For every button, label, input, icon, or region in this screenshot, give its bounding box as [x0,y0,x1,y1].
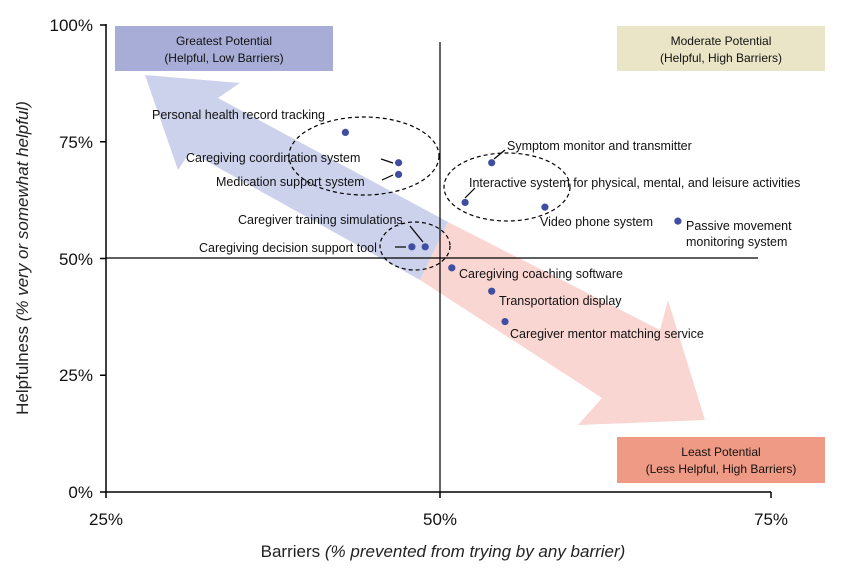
y-tick-label: 25% [59,366,93,385]
greatest-potential-arrow [145,75,448,280]
point-label: Caregiving decision support tool [199,241,377,255]
quadrant-subtitle-least: (Less Helpful, High Barriers) [646,462,797,476]
quadrant-box-moderate: Moderate Potential (Helpful, High Barrie… [617,26,825,71]
point-label: Caregiver training simulations [238,213,403,227]
cluster-ellipse-greatest [288,116,440,196]
cluster-ellipse-decision [379,221,451,271]
quadrant-title-greatest: Greatest Potential [176,34,272,48]
point-label: Transportation display [499,294,622,308]
y-axis-title: Helpfulness (% very or somewhat helpful) [13,101,32,415]
data-point [461,198,469,207]
y-tick-label: 0% [68,483,93,502]
least-potential-arrow [420,222,705,425]
data-point [395,159,403,167]
quadrant-subtitle-greatest: (Helpful, Low Barriers) [164,51,283,65]
quadrant-title-least: Least Potential [681,445,760,459]
point-label: Caregiver mentor matching service [510,327,704,341]
leader-lines [380,149,506,248]
data-point [408,243,416,251]
quadrant-box-least: Least Potential (Less Helpful, High Barr… [617,437,825,483]
y-axis-title-main: Helpfulness [13,326,32,415]
data-point [395,170,403,179]
quadrant-title-moderate: Moderate Potential [671,34,772,48]
point-label: Interactive system for physical, mental,… [469,176,800,190]
x-axis-title-main: Barriers [261,542,321,561]
data-point [674,217,682,225]
point-label: Video phone system [540,215,653,229]
y-tick-marks [100,24,106,493]
x-axis-title-note: (% prevented from trying by any barrier) [325,542,625,561]
x-axis-title: Barriers (% prevented from trying by any… [261,542,626,561]
point-label: Symptom monitor and transmitter [507,139,692,153]
y-tick-label: 75% [59,133,93,152]
quadrant-subtitle-moderate: (Helpful, High Barriers) [660,51,782,65]
point-label: Personal health record tracking [152,108,325,122]
x-tick-label: 25% [89,510,123,529]
point-label: Caregiving coaching software [459,267,623,281]
data-point [421,243,429,251]
data-point [488,287,496,295]
point-label: Passive movement monitoring system [686,219,792,249]
data-point [501,317,509,326]
cluster-ellipse-moderate [443,152,571,222]
point-label: Medication support system [216,175,365,189]
x-tick-label: 50% [423,510,457,529]
point-label: Caregiving coordination system [186,151,360,165]
quadrant-box-greatest: Greatest Potential (Helpful, Low Barrier… [115,26,333,71]
y-tick-label: 50% [59,250,93,269]
y-tick-label: 100% [50,16,93,35]
x-tick-marks [105,492,772,498]
data-point [541,203,549,211]
y-axis-title-note: (% very or somewhat helpful) [13,101,32,321]
data-point [448,264,456,272]
data-points [341,128,682,326]
data-point [341,128,349,137]
x-tick-label: 75% [754,510,788,529]
data-point [488,159,496,167]
